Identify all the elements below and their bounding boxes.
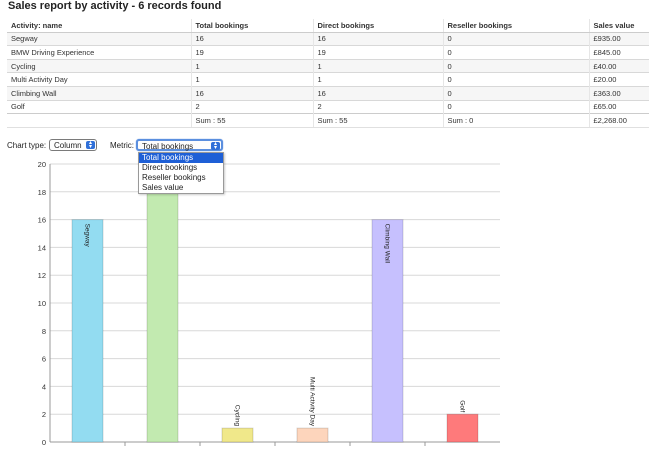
chart-type-label: Chart type: [7,141,47,150]
cell-reseller-bookings: 0 [442,31,589,46]
metric-option-total-bookings[interactable]: Total bookings [139,153,223,163]
table-row: Cycling 1 1 0 £40.00 [7,58,649,73]
y-tick-label: 4 [42,382,46,391]
reseller-bookings-sum: Sum : 0 [442,113,589,128]
y-tick-label: 10 [38,299,46,308]
bookings-column-chart: 0 2 4 6 8 10 12 14 16 18 20 Segway Cycling Multi Acti… [38,160,500,447]
cell-sales-value: £935.00 [588,31,649,46]
y-tick-label: 6 [42,355,46,364]
select-arrows-icon: ▴ ▾ [211,141,220,151]
bar [146,177,179,443]
y-tick-label: 12 [38,271,46,280]
cell-total-bookings: 1 [190,72,313,87]
bar [446,413,479,443]
cell-reseller-bookings: 0 [442,58,589,73]
metric-option-direct-bookings[interactable]: Direct bookings [142,163,198,172]
direct-bookings-sum: Sum : 55 [312,113,443,128]
cell-total-bookings: 19 [190,45,313,60]
table-row: Segway 16 16 0 £935.00 [7,31,649,46]
y-tick-label: 18 [38,188,46,197]
y-tick-label: 0 [42,438,46,447]
cell-sales-value: £40.00 [588,58,649,73]
bar [371,219,404,443]
cell-direct-bookings: 1 [312,58,443,73]
bar [71,219,104,443]
cell-activity-name: Climbing Wall [7,85,191,101]
cell-activity-name: Multi Activity Day [7,72,191,87]
metric-option-sales-value[interactable]: Sales value [142,183,184,192]
table-row: BMW Driving Experience 19 19 0 £845.00 [7,45,649,60]
chart-type-value: Column [54,141,82,150]
metric-select[interactable]: Total bookings ▴ ▾ [136,139,223,151]
report-table: Activity: name Total bookings Direct boo… [7,19,649,128]
total-activity-name [7,113,191,128]
cell-direct-bookings: 16 [312,31,443,46]
cell-reseller-bookings: 0 [442,72,589,87]
cell-total-bookings: 16 [190,31,313,46]
bar-label: Climbing Wall [384,224,391,264]
cell-direct-bookings: 2 [312,99,443,114]
column-header-activity-name[interactable]: Activity: name [7,19,191,33]
cell-activity-name: Cycling [7,58,191,73]
bar-label: Golf [459,400,466,412]
cell-reseller-bookings: 0 [442,85,589,101]
cell-total-bookings: 2 [190,99,313,114]
bar-label: Multi Activity Day [309,377,316,427]
total-bookings-sum: Sum : 55 [190,113,313,128]
bar-label: Segway [84,224,91,248]
y-tick-label: 14 [38,243,46,252]
select-arrows-icon: ▴ ▾ [86,140,95,150]
y-tick-label: 20 [38,160,46,169]
cell-activity-name: Segway [7,31,191,46]
cell-activity-name: BMW Driving Experience [7,45,191,60]
column-header-sales-value[interactable]: Sales value [588,19,649,33]
cell-activity-name: Golf [7,99,191,114]
cell-sales-value: £845.00 [588,45,649,60]
cell-total-bookings: 1 [190,58,313,73]
cell-reseller-bookings: 0 [442,99,589,114]
column-header-direct-bookings[interactable]: Direct bookings [312,19,443,33]
cell-direct-bookings: 1 [312,72,443,87]
y-tick-label: 2 [42,410,46,419]
bar-label: Cycling [234,405,241,427]
metric-value: Total bookings [142,142,194,151]
table-row: Multi Activity Day 1 1 0 £20.00 [7,72,649,87]
bar [221,427,254,443]
page-title: Sales report by activity - 6 records fou… [8,0,222,12]
metric-dropdown-list: Total bookings Direct bookings Reseller … [138,152,224,194]
table-row: Golf 2 2 0 £65.00 [7,99,649,114]
cell-sales-value: £65.00 [588,99,649,114]
chart-type-select[interactable]: Column ▴ ▾ [49,139,97,151]
cell-sales-value: £20.00 [588,72,649,87]
cell-sales-value: £363.00 [588,85,649,101]
metric-label: Metric: [110,141,134,150]
metric-option-reseller-bookings[interactable]: Reseller bookings [142,173,206,182]
table-totals-row: Sum : 55 Sum : 55 Sum : 0 £2,268.00 [7,113,649,128]
cell-reseller-bookings: 0 [442,45,589,60]
cell-direct-bookings: 19 [312,45,443,60]
sales-value-sum: £2,268.00 [588,113,649,128]
table-header-row: Activity: name Total bookings Direct boo… [7,19,649,33]
column-header-reseller-bookings[interactable]: Reseller bookings [442,19,589,33]
cell-direct-bookings: 16 [312,85,443,101]
y-tick-label: 8 [42,327,46,336]
column-header-total-bookings[interactable]: Total bookings [190,19,313,33]
y-tick-label: 16 [38,216,46,225]
cell-total-bookings: 16 [190,85,313,101]
bar [296,427,329,443]
table-row: Climbing Wall 16 16 0 £363.00 [7,85,649,101]
